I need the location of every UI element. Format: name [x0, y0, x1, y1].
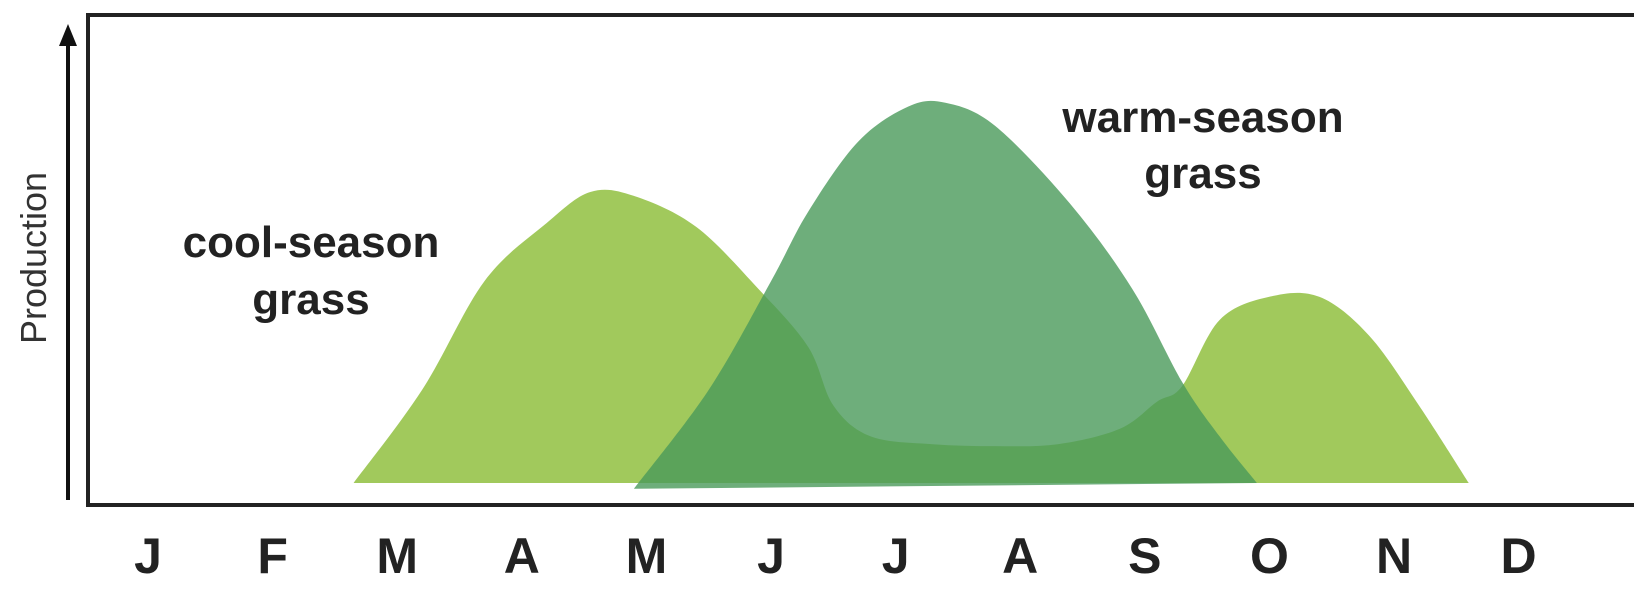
cool-season-label-line-2: grass: [252, 275, 369, 324]
y-axis-arrowhead: [59, 24, 77, 46]
month-label-4: A: [504, 528, 540, 584]
month-label-3: M: [376, 528, 418, 584]
areas-layer: [353, 100, 1469, 489]
warm-season-area: [633, 100, 1257, 489]
warm-season-label-line-2: grass: [1144, 149, 1261, 198]
month-label-2: F: [257, 528, 288, 584]
month-label-1: J: [134, 528, 162, 584]
month-label-5: M: [626, 528, 668, 584]
series-labels: cool-season grass warm-season grass: [183, 93, 1344, 324]
month-label-10: O: [1250, 528, 1289, 584]
month-label-9: S: [1128, 528, 1161, 584]
y-axis-label: Production: [13, 172, 54, 344]
month-label-11: N: [1376, 528, 1412, 584]
month-label-7: J: [882, 528, 910, 584]
month-label-8: A: [1002, 528, 1038, 584]
cool-season-label-line-1: cool-season: [183, 218, 440, 267]
month-label-6: J: [757, 528, 785, 584]
warm-season-label-line-1: warm-season: [1061, 93, 1343, 142]
month-label-12: D: [1501, 528, 1537, 584]
